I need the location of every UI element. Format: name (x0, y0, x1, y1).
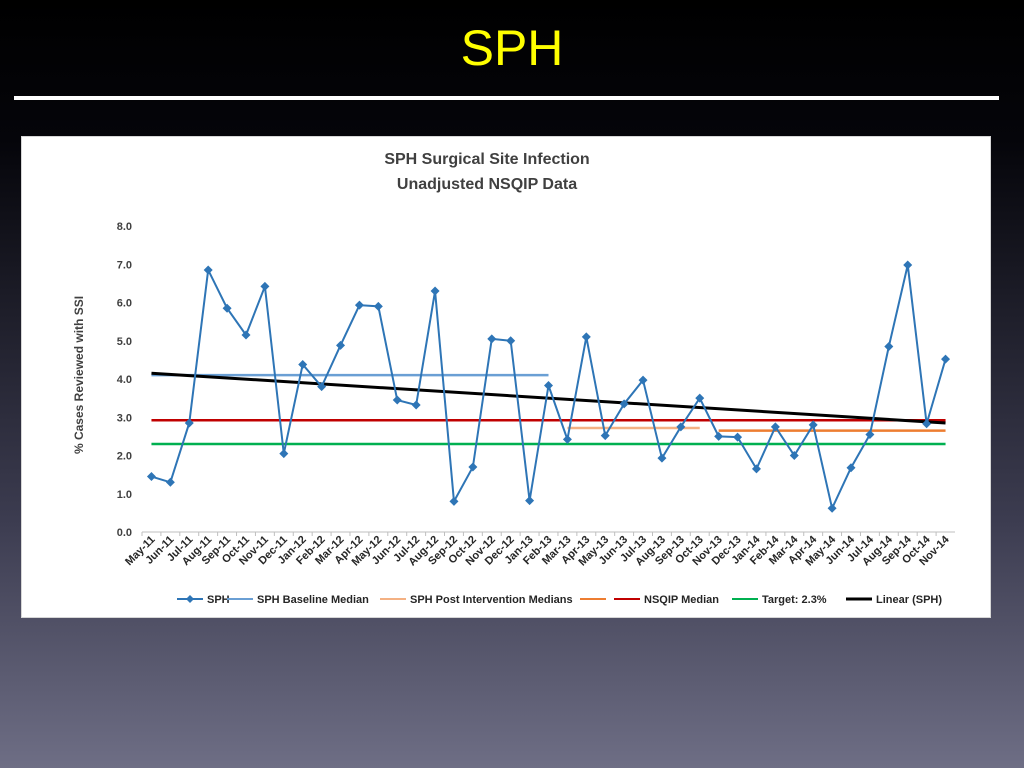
data-point (676, 422, 686, 432)
data-point (373, 301, 383, 311)
data-point (922, 419, 932, 429)
chart-subtitle: Unadjusted NSQIP Data (397, 176, 577, 193)
legend-label: Linear (SPH) (876, 594, 942, 606)
data-point (789, 451, 799, 460)
data-point (468, 462, 478, 472)
y-tick-label: 6.0 (117, 298, 132, 310)
data-point (638, 375, 648, 385)
data-point (865, 429, 875, 439)
data-point (317, 382, 327, 392)
data-point (411, 400, 421, 410)
data-point (241, 330, 251, 340)
data-point (562, 434, 572, 444)
y-axis-label: % Cases Reviewed with SSI (72, 296, 86, 454)
data-point (298, 359, 308, 369)
data-point (733, 432, 743, 442)
data-point (941, 354, 951, 364)
data-point (336, 340, 346, 350)
data-point (392, 395, 402, 405)
data-point (581, 332, 591, 342)
ssi-line-chart: SPH Surgical Site Infection Unadjusted N… (72, 151, 955, 606)
data-point (146, 472, 156, 482)
y-tick-label: 1.0 (117, 489, 132, 501)
legend-label: SPH Baseline Median (257, 594, 369, 606)
title-divider (14, 96, 999, 100)
data-point (884, 341, 894, 351)
data-point (600, 431, 610, 441)
chart-panel: SPH Surgical Site Infection Unadjusted N… (21, 136, 991, 618)
data-point (184, 418, 194, 428)
data-point (619, 399, 629, 409)
data-point (903, 260, 913, 270)
data-point (203, 265, 213, 275)
legend-label: SPH Post Intervention Medians (410, 594, 573, 606)
data-point (544, 381, 553, 391)
legend-marker (186, 595, 194, 603)
y-tick-label: 2.0 (117, 451, 132, 463)
data-point (354, 300, 364, 310)
data-point (714, 431, 724, 441)
y-tick-label: 5.0 (117, 336, 132, 348)
data-point (260, 281, 270, 291)
y-tick-label: 3.0 (117, 412, 132, 424)
y-tick-label: 0.0 (117, 527, 132, 539)
data-point (449, 496, 459, 506)
legend-label: SPH (207, 594, 230, 606)
data-point (279, 449, 289, 459)
data-point (657, 453, 667, 463)
legend-label: Target: 2.3% (762, 594, 827, 606)
y-tick-label: 8.0 (117, 221, 132, 233)
chart-title: SPH Surgical Site Infection (384, 151, 589, 168)
y-tick-label: 7.0 (117, 259, 132, 271)
data-point (430, 286, 440, 296)
legend-label: NSQIP Median (644, 594, 719, 606)
data-point (808, 420, 818, 430)
y-tick-label: 4.0 (117, 374, 132, 386)
data-point (222, 303, 232, 313)
linear-trendline (151, 371, 946, 425)
data-point (525, 496, 535, 506)
data-point (506, 336, 516, 346)
data-point (846, 463, 856, 473)
slide-title: SPH (460, 20, 564, 76)
data-point (770, 422, 780, 432)
data-point (487, 334, 497, 344)
data-point (751, 464, 761, 474)
data-point (165, 477, 175, 487)
data-point (695, 393, 705, 403)
data-point (827, 503, 837, 513)
